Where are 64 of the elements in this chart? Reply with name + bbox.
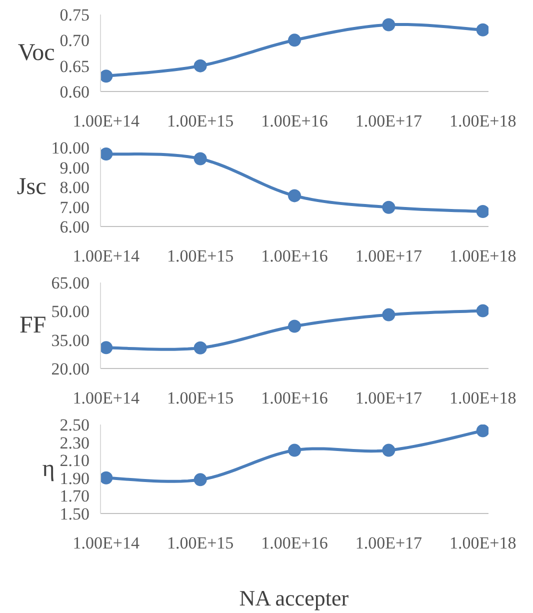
y-tick-label: 9.00 [60,158,90,178]
x-tick-label: 1.00E+18 [449,388,516,408]
y-tick-label: 2.50 [60,416,90,434]
x-tick-label: 1.00E+14 [72,246,140,266]
point [382,18,396,32]
y-tick-label: 10.00 [51,138,90,158]
point [194,152,207,166]
point [194,59,207,72]
point [100,471,113,484]
x-tick-label: 1.00E+17 [355,388,423,408]
point [100,341,113,354]
x-tick-label: 1.00E+18 [449,112,516,130]
point [100,148,113,161]
y-tick-label: 0.70 [60,31,90,50]
point [476,23,488,36]
x-tick-label: 1.00E+16 [261,112,328,130]
x-tick-label: 1.00E+16 [261,534,328,552]
x-tick-label: 1.00E+17 [355,246,423,266]
point [194,341,207,354]
y-tick-label: 65.00 [51,274,90,292]
point [476,424,488,438]
x-tick-label: 1.00E+18 [449,534,516,552]
x-tick-label: 1.00E+16 [261,246,328,266]
y-tick-label: 2.10 [60,451,90,470]
x-tick-label: 1.00E+15 [166,246,234,266]
y-axis-title: Voc [18,40,55,66]
point [288,444,301,457]
point [476,304,488,318]
y-tick-label: 20.00 [51,360,90,378]
y-tick-label: 6.00 [60,218,90,236]
point [288,34,301,47]
y-tick-label: 1.90 [60,468,90,488]
x-tick-label: 1.00E+16 [261,388,328,408]
point [288,320,301,333]
point [382,444,396,457]
point [194,473,207,486]
y-tick-label: 1.70 [60,486,90,506]
x-tick-label: 1.00E+17 [355,534,423,552]
y-axis-title: FF [20,312,46,338]
y-tick-label: 0.75 [60,6,90,24]
point [100,70,113,83]
y-tick-label: 1.50 [60,504,90,524]
y-axis-title: Jsc [16,174,46,200]
x-tick-label: 1.00E+15 [166,534,234,552]
y-tick-label: 0.60 [60,82,90,102]
x-axis-title: NA accepter [239,586,350,610]
x-tick-label: 1.00E+14 [72,534,140,552]
y-tick-label: 2.30 [60,433,90,452]
point [382,308,396,322]
x-tick-label: 1.00E+17 [355,112,423,130]
y-tick-label: 35.00 [51,330,90,350]
point [382,200,396,214]
x-tick-label: 1.00E+15 [166,388,234,408]
x-tick-label: 1.00E+14 [72,112,140,130]
y-tick-label: 0.65 [60,56,90,76]
point [288,189,301,202]
y-tick-label: 8.00 [60,178,90,197]
x-tick-label: 1.00E+15 [166,112,234,130]
point [476,205,488,218]
y-axis-title: η [42,456,55,482]
y-tick-label: 7.00 [60,198,90,217]
y-tick-label: 50.00 [51,302,90,322]
x-tick-label: 1.00E+14 [72,388,140,408]
x-tick-label: 1.00E+18 [449,246,516,266]
